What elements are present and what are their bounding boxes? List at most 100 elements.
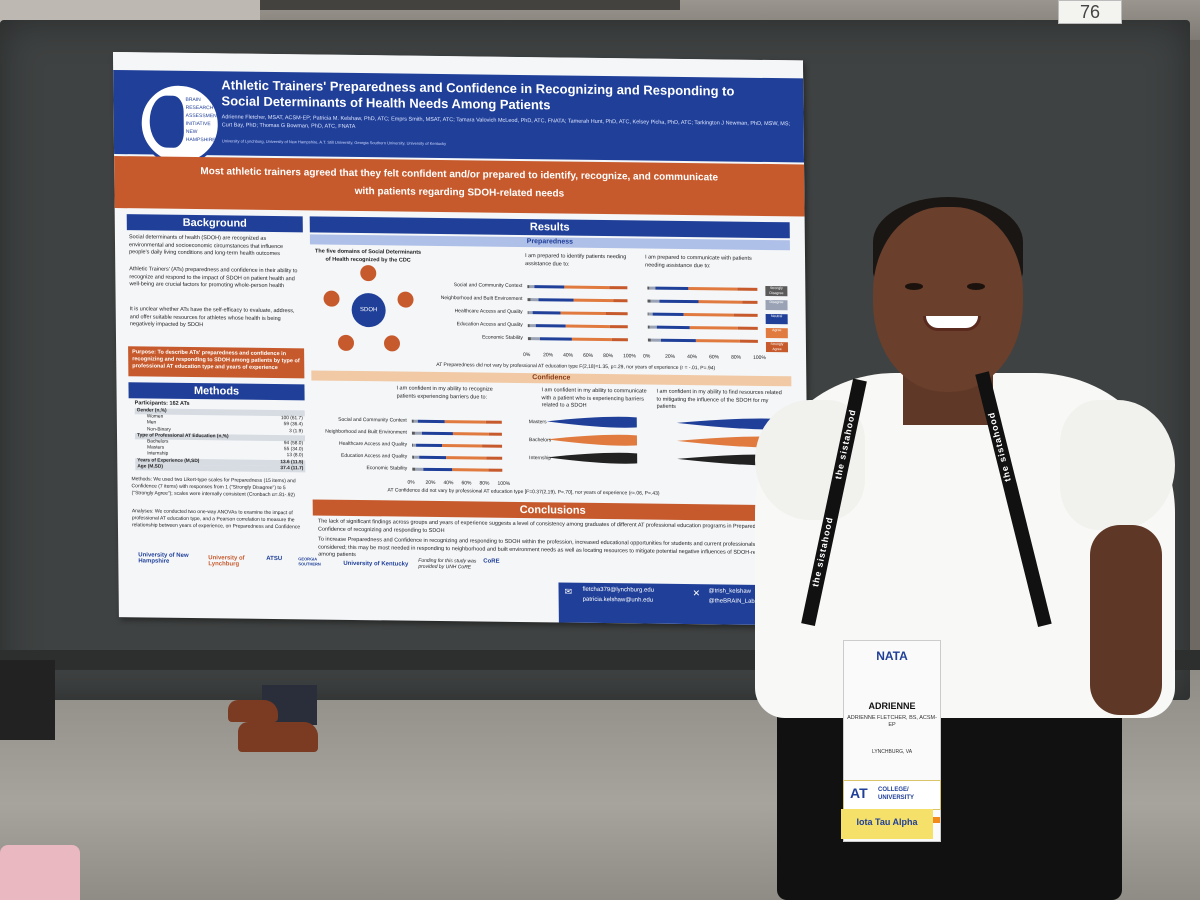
stacked-bar	[527, 285, 628, 290]
background-person-legs	[0, 660, 55, 740]
pink-bag	[0, 845, 80, 900]
black-pants	[777, 685, 1122, 900]
bar-segment	[683, 312, 734, 317]
violin-shape	[546, 434, 638, 446]
bar-segment	[487, 468, 503, 472]
funding-note: Funding for this study was provided by U…	[418, 557, 477, 571]
axis-tick: 20%	[665, 353, 676, 360]
background-heading: Background	[126, 214, 303, 233]
bar-segment	[564, 285, 610, 290]
bar-segment	[446, 456, 486, 460]
key-finding-banner: Most athletic trainers agreed that they …	[114, 156, 805, 217]
demographics-table: Gender (n,%) Women 100 (61.7) Men 59 (36.4) N…	[134, 408, 306, 473]
stacked-bar	[412, 455, 503, 460]
axis-tick: 0%	[407, 479, 415, 486]
badge-org: NATA	[876, 649, 908, 663]
axis-tick: 40%	[563, 352, 574, 359]
email-1: fletcha379@lynchburg.edu	[582, 586, 655, 594]
ribbon-logo: AT	[850, 785, 868, 801]
bar-segment	[651, 338, 662, 342]
axis-tick: 80%	[603, 353, 614, 360]
ceiling-fixture	[260, 0, 680, 10]
axis-tick: 0%	[523, 352, 531, 359]
mail-icon: ✉	[564, 586, 573, 597]
bar-segment	[534, 285, 565, 289]
brain-letter: HAMPSHIRE	[185, 136, 216, 144]
background-p1: Social determinants of health (SDOH) are…	[128, 234, 284, 258]
face	[873, 207, 1023, 392]
bar-segment	[535, 324, 566, 328]
x-icon: ✕	[692, 588, 701, 599]
stacked-bar	[527, 298, 628, 303]
axis-tick: 80%	[731, 354, 742, 361]
badge-full-name: ADRIENNE FLETCHER, BS, ACSM-EP	[847, 715, 937, 728]
right-eye	[967, 283, 985, 290]
bar-segment	[530, 298, 539, 302]
bar-segment	[419, 455, 447, 460]
stacked-bar	[412, 443, 503, 448]
bar-segment	[661, 338, 697, 343]
bar-segment	[560, 311, 606, 316]
violin-shape	[547, 452, 638, 464]
bar-segment	[451, 468, 488, 472]
stacked-bar	[527, 324, 628, 329]
shoe	[238, 722, 318, 752]
unh-logo: University of New Hampshire	[138, 552, 189, 565]
conclusion-1: The lack of significant findings across …	[317, 518, 779, 534]
shoe	[228, 700, 278, 722]
stacked-bar	[647, 312, 758, 317]
stacked-bar	[411, 431, 502, 436]
domain-label: Education Access and Quality	[456, 321, 523, 329]
bar-segment	[414, 467, 424, 471]
bar-segment	[655, 286, 689, 291]
purpose-box: Purpose: To describe ATs' preparedness a…	[128, 346, 305, 379]
background-p2: Athletic Trainers' (ATs) preparedness an…	[129, 266, 298, 290]
stacked-bar	[411, 419, 502, 424]
georgia-southern-logo: GEORGIA SOUTHERN	[298, 556, 321, 567]
bar-segment	[733, 313, 758, 317]
kentucky-logo: University of Kentucky	[343, 560, 409, 568]
bar-segment	[659, 299, 699, 304]
table-cell-value: 37.4 (11.7)	[280, 465, 304, 472]
ribbon-text: COLLEGE/ UNIVERSITY	[878, 787, 915, 801]
brain-logo-letters: BRAIN RESEARCH & ASSESSMENT INITIATIVE N…	[185, 96, 220, 144]
stacked-bar	[527, 337, 628, 342]
domain-label: Healthcare Access and Quality	[338, 440, 408, 448]
domain-label: Neighborhood and Built Environment	[325, 428, 407, 436]
methods-text: Methods: We used two Likert-type scales …	[131, 476, 296, 499]
bar-segment	[423, 467, 452, 472]
domain-label: Healthcare Access and Quality	[454, 308, 523, 316]
conf-question-communicate: I am confident in my ability to communic…	[541, 387, 647, 409]
sdoh-domain-node	[323, 290, 340, 307]
right-sleeve	[1060, 400, 1175, 530]
axis-tick: 60%	[709, 354, 720, 361]
axis-tick: 20%	[425, 479, 436, 486]
axis-tick: 0%	[643, 353, 651, 360]
table-cell-label: Age (M,SD)	[137, 464, 163, 470]
violin-shape	[546, 416, 637, 428]
bar-segment	[611, 338, 628, 342]
bar-segment	[418, 419, 446, 424]
prep-question-identify: I am prepared to identify patients needi…	[525, 253, 627, 268]
bar-segment	[538, 298, 574, 302]
bar-segment	[445, 420, 486, 424]
bar-segment	[698, 300, 743, 304]
bar-segment	[613, 299, 628, 303]
research-poster: BRAIN RESEARCH & ASSESSMENT INITIATIVE N…	[113, 52, 809, 626]
axis-tick: 80%	[479, 480, 490, 487]
bar-segment	[650, 299, 660, 303]
bar-segment	[573, 298, 614, 303]
table-cell-value: 3 (1.9)	[289, 428, 303, 434]
badge-first-name: ADRIENNE	[868, 701, 916, 711]
prep-question-communicate: I am prepared to communicate with patien…	[645, 254, 752, 269]
axis-tick: 40%	[443, 480, 454, 487]
stacked-bar	[527, 311, 628, 316]
institution-logos: University of New Hampshire University o…	[138, 552, 558, 587]
conf-question-recognize: I am confident in my ability to recogniz…	[396, 385, 493, 401]
conclusions-heading: Conclusions	[312, 499, 793, 522]
ceiling-beam	[0, 0, 260, 22]
stacked-bar	[647, 338, 758, 343]
handle-2: @theBRAIN_Lab	[708, 598, 755, 605]
right-arm	[1090, 525, 1162, 715]
axis-tick: 60%	[461, 480, 472, 487]
